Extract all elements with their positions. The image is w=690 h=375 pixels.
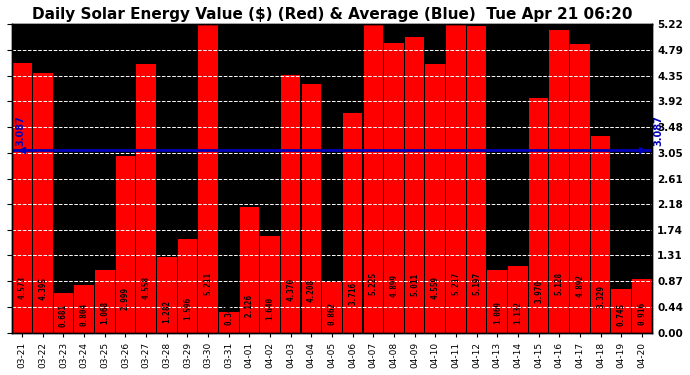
Bar [632,279,651,333]
Bar [33,73,52,333]
Text: 1.132: 1.132 [513,300,522,324]
Bar [281,75,301,333]
Bar [177,238,197,333]
Text: 5.011: 5.011 [410,273,419,296]
Bar [12,63,32,333]
Text: 5.128: 5.128 [555,272,564,295]
Text: 5.217: 5.217 [451,272,460,295]
Text: 3.329: 3.329 [596,285,605,308]
Text: 1.068: 1.068 [100,301,109,324]
Bar [446,25,466,333]
Text: 0.745: 0.745 [617,303,626,326]
Bar [487,270,507,333]
Bar [116,156,135,333]
Text: 1.069: 1.069 [493,301,502,324]
Bar [570,44,590,333]
Text: 4.558: 4.558 [141,276,150,299]
Text: 4.899: 4.899 [389,274,398,297]
Text: 5.197: 5.197 [472,272,481,295]
Text: 0.862: 0.862 [328,302,337,326]
Text: 4.573: 4.573 [18,276,27,299]
Bar [75,285,94,333]
Text: 4.559: 4.559 [431,276,440,299]
Bar [302,84,321,333]
Text: 0.916: 0.916 [638,302,647,325]
Bar [239,207,259,333]
Bar [136,64,156,333]
Bar [591,136,611,333]
Text: 5.211: 5.211 [204,272,213,295]
Bar [260,236,280,333]
Text: 3.087: 3.087 [653,115,663,146]
Text: 1.640: 1.640 [266,297,275,320]
Text: 1.596: 1.596 [183,297,192,320]
Text: 3.087: 3.087 [15,115,25,146]
Bar [322,282,342,333]
Text: Copyright 2009 Cartronics.com: Copyright 2009 Cartronics.com [15,29,160,38]
Text: 0.681: 0.681 [59,304,68,327]
Bar [549,30,569,333]
Text: 2.126: 2.126 [245,293,254,316]
Bar [611,289,631,333]
Text: 4.395: 4.395 [38,278,48,300]
Bar [219,312,239,333]
Bar [508,266,528,333]
Bar [157,257,177,333]
Text: 3.970: 3.970 [534,280,543,303]
Bar [343,113,362,333]
Title: Daily Solar Energy Value ($) (Red) & Average (Blue)  Tue Apr 21 06:20: Daily Solar Energy Value ($) (Red) & Ave… [32,7,632,22]
Bar [384,44,404,333]
Bar [529,98,549,333]
Bar [198,25,218,333]
Text: 0.346: 0.346 [224,302,233,326]
Text: 1.282: 1.282 [162,299,171,322]
Bar [426,63,445,333]
Text: 0.804: 0.804 [79,303,88,326]
Text: 4.208: 4.208 [307,279,316,302]
Bar [95,270,115,333]
Bar [405,37,424,333]
Bar [467,26,486,333]
Text: 5.225: 5.225 [369,272,378,295]
Text: 4.370: 4.370 [286,278,295,301]
Bar [364,24,383,333]
Text: 4.892: 4.892 [575,274,584,297]
Bar [54,292,73,333]
Text: 3.716: 3.716 [348,282,357,305]
Text: 2.999: 2.999 [121,287,130,310]
